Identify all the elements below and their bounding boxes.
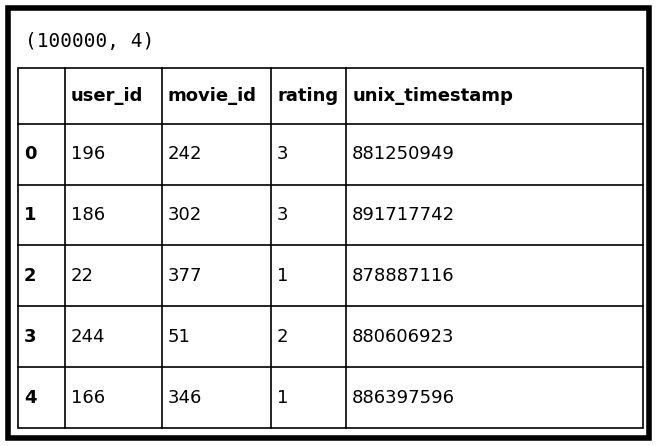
Text: 886397596: 886397596 [352, 388, 455, 407]
Text: 1: 1 [277, 267, 288, 285]
Text: 878887116: 878887116 [352, 267, 455, 285]
Text: movie_id: movie_id [168, 87, 257, 105]
Text: 302: 302 [168, 206, 202, 224]
Text: (100000, 4): (100000, 4) [25, 32, 154, 51]
Text: rating: rating [277, 87, 338, 105]
Text: 196: 196 [71, 145, 105, 163]
Bar [18, 68, 643, 428]
Text: 22: 22 [71, 267, 94, 285]
Text: 3: 3 [277, 145, 288, 163]
Text: 1: 1 [24, 206, 37, 224]
Text: 891717742: 891717742 [352, 206, 455, 224]
Text: 186: 186 [71, 206, 105, 224]
Text: 0: 0 [24, 145, 37, 163]
Text: 3: 3 [24, 328, 37, 346]
Text: 4: 4 [24, 388, 37, 407]
Text: 377: 377 [168, 267, 202, 285]
Text: 2: 2 [277, 328, 288, 346]
Text: 2: 2 [24, 267, 37, 285]
Text: 880606923: 880606923 [352, 328, 455, 346]
Text: 1: 1 [277, 388, 288, 407]
Text: user_id: user_id [71, 87, 143, 105]
Text: 51: 51 [168, 328, 191, 346]
Text: 242: 242 [168, 145, 202, 163]
Text: 3: 3 [277, 206, 288, 224]
Text: 244: 244 [71, 328, 105, 346]
Text: unix_timestamp: unix_timestamp [352, 87, 513, 105]
Text: 881250949: 881250949 [352, 145, 455, 163]
Text: 346: 346 [168, 388, 202, 407]
Text: 166: 166 [71, 388, 105, 407]
